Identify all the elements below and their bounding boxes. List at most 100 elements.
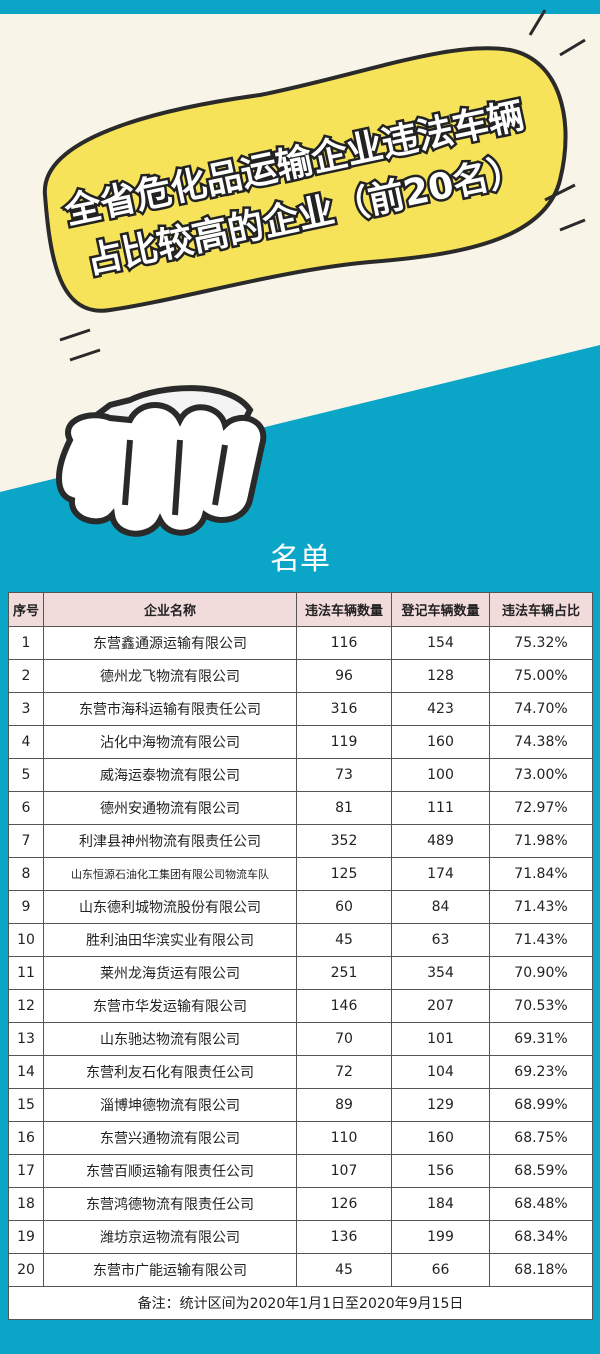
table-row: 20 东营市广能运输有限公司 45 66 68.18% (8, 1253, 593, 1287)
fist-body (56, 402, 267, 537)
table-cell: 100 (391, 758, 490, 792)
table-cell: 17 (8, 1154, 44, 1188)
table-cell: 72 (296, 1055, 392, 1089)
table-cell: 174 (391, 857, 490, 891)
table-cell: 14 (8, 1055, 44, 1089)
table-cell: 山东驰达物流有限公司 (43, 1022, 297, 1056)
table-cell: 136 (296, 1220, 392, 1254)
column-header: 企业名称 (43, 592, 297, 627)
table-cell: 110 (296, 1121, 392, 1155)
table-cell: 74.38% (489, 725, 593, 759)
table-cell: 45 (296, 923, 392, 957)
table-cell: 489 (391, 824, 490, 858)
table-cell: 116 (296, 626, 392, 660)
table-cell: 81 (296, 791, 392, 825)
table-cell: 101 (391, 1022, 490, 1056)
table-row: 8 山东恒源石油化工集团有限公司物流车队 125 174 71.84% (8, 857, 593, 891)
column-header: 序号 (8, 592, 44, 627)
column-header: 违法车辆数量 (296, 592, 392, 627)
table-cell: 128 (391, 659, 490, 693)
table-cell: 潍坊京运物流有限公司 (43, 1220, 297, 1254)
table-row: 12 东营市华发运输有限公司 146 207 70.53% (8, 989, 593, 1023)
table-row: 9 山东德利城物流股份有限公司 60 84 71.43% (8, 890, 593, 924)
table-cell: 东营利友石化有限责任公司 (43, 1055, 297, 1089)
table-cell: 胜利油田华滨实业有限公司 (43, 923, 297, 957)
table-row: 6 德州安通物流有限公司 81 111 72.97% (8, 791, 593, 825)
table-cell: 16 (8, 1121, 44, 1155)
table-row: 17 东营百顺运输有限责任公司 107 156 68.59% (8, 1154, 593, 1188)
table-cell: 70 (296, 1022, 392, 1056)
table-cell: 63 (391, 923, 490, 957)
table-cell: 威海运泰物流有限公司 (43, 758, 297, 792)
table-row: 18 东营鸿德物流有限责任公司 126 184 68.48% (8, 1187, 593, 1221)
table-row: 16 东营兴通物流有限公司 110 160 68.75% (8, 1121, 593, 1155)
table-row: 4 沾化中海物流有限公司 119 160 74.38% (8, 725, 593, 759)
table-cell: 66 (391, 1253, 490, 1287)
section-title: 名单 (270, 542, 330, 577)
table-cell: 316 (296, 692, 392, 726)
table-cell: 251 (296, 956, 392, 990)
table-cell: 154 (391, 626, 490, 660)
table-row: 5 威海运泰物流有限公司 73 100 73.00% (8, 758, 593, 792)
table-cell: 45 (296, 1253, 392, 1287)
table-row: 19 潍坊京运物流有限公司 136 199 68.34% (8, 1220, 593, 1254)
table-cell: 68.34% (489, 1220, 593, 1254)
table-cell: 74.70% (489, 692, 593, 726)
table-cell: 19 (8, 1220, 44, 1254)
table-body: 1 东营鑫通源运输有限公司 116 154 75.32% 2 德州龙飞物流有限公司 96 128… (8, 626, 593, 1320)
table-cell: 69.23% (489, 1055, 593, 1089)
table-cell: 146 (296, 989, 392, 1023)
table-row: 10 胜利油田华滨实业有限公司 45 63 71.43% (8, 923, 593, 957)
table-cell: 96 (296, 659, 392, 693)
table-cell: 莱州龙海货运有限公司 (43, 956, 297, 990)
table-cell: 20 (8, 1253, 44, 1287)
table-cell: 6 (8, 791, 44, 825)
table-cell: 东营鑫通源运输有限公司 (43, 626, 297, 660)
table-cell: 125 (296, 857, 392, 891)
table-cell: 13 (8, 1022, 44, 1056)
table-row: 11 莱州龙海货运有限公司 251 354 70.90% (8, 956, 593, 990)
table-cell: 68.99% (489, 1088, 593, 1122)
table-cell: 山东恒源石油化工集团有限公司物流车队 (43, 857, 297, 891)
table-cell: 18 (8, 1187, 44, 1221)
table-row: 3 东营市海科运输有限责任公司 316 423 74.70% (8, 692, 593, 726)
table-cell: 352 (296, 824, 392, 858)
table-cell: 东营市海科运输有限责任公司 (43, 692, 297, 726)
top-strip (0, 0, 600, 14)
table-cell: 68.48% (489, 1187, 593, 1221)
table-row: 7 利津县神州物流有限责任公司 352 489 71.98% (8, 824, 593, 858)
table-cell: 156 (391, 1154, 490, 1188)
table-cell: 东营兴通物流有限公司 (43, 1121, 297, 1155)
table-cell: 11 (8, 956, 44, 990)
table-cell: 东营市广能运输有限公司 (43, 1253, 297, 1287)
speech-blob (42, 46, 568, 313)
table-cell: 207 (391, 989, 490, 1023)
header-row: 序号 企业名称 违法车辆数量 登记车辆数量 违法车辆占比 (8, 592, 593, 627)
table-cell: 75.00% (489, 659, 593, 693)
table-cell: 72.97% (489, 791, 593, 825)
table-cell: 129 (391, 1088, 490, 1122)
table-cell: 10 (8, 923, 44, 957)
ranking-table: 序号 企业名称 违法车辆数量 登记车辆数量 违法车辆占比 1 东营鑫通源运输有限公司 116… (8, 592, 593, 1320)
table-cell: 4 (8, 725, 44, 759)
table-cell: 71.43% (489, 923, 593, 957)
table-cell: 东营市华发运输有限公司 (43, 989, 297, 1023)
table-cell: 107 (296, 1154, 392, 1188)
fist (56, 385, 267, 537)
table-cell: 111 (391, 791, 490, 825)
table-cell: 70.53% (489, 989, 593, 1023)
table-cell: 69.31% (489, 1022, 593, 1056)
table-cell: 68.59% (489, 1154, 593, 1188)
table-cell: 淄博坤德物流有限公司 (43, 1088, 297, 1122)
table-cell: 160 (391, 1121, 490, 1155)
table-cell: 7 (8, 824, 44, 858)
table-cell: 84 (391, 890, 490, 924)
table-cell: 68.18% (489, 1253, 593, 1287)
table-cell: 利津县神州物流有限责任公司 (43, 824, 297, 858)
table-cell: 东营百顺运输有限责任公司 (43, 1154, 297, 1188)
table-cell: 68.75% (489, 1121, 593, 1155)
table-cell: 126 (296, 1187, 392, 1221)
table-cell: 71.43% (489, 890, 593, 924)
table-cell: 423 (391, 692, 490, 726)
table-row: 1 东营鑫通源运输有限公司 116 154 75.32% (8, 626, 593, 660)
